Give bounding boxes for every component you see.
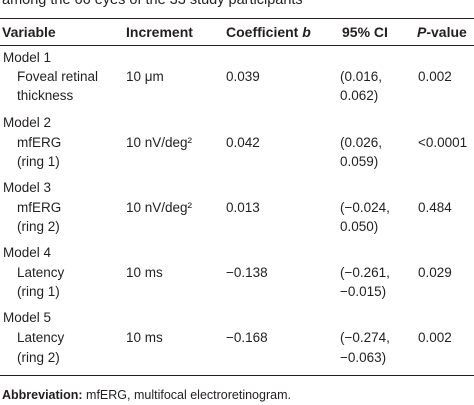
variable-line1: mfERG xyxy=(17,200,62,215)
header-coefficient-prefix: Coefficient xyxy=(226,24,303,40)
p-value-cell: 0.029 xyxy=(418,265,452,280)
p-value-cell: <0.0001 xyxy=(418,135,468,150)
ci-line2: −0.063) xyxy=(340,350,387,365)
variable-line2: thickness xyxy=(17,88,74,103)
ci-line1: (0.016, xyxy=(340,69,383,84)
ci-line1: (0.026, xyxy=(340,135,383,150)
p-value-cell: 0.002 xyxy=(418,69,452,84)
increment-cell: 10 μm xyxy=(126,69,164,84)
coefficient-cell: −0.168 xyxy=(226,330,268,345)
variable-line2: (ring 1) xyxy=(17,154,60,169)
p-value-cell: 0.002 xyxy=(418,330,452,345)
header-p-symbol: P xyxy=(417,24,427,40)
header-p-suffix: -value xyxy=(426,24,467,40)
model-label: Model 1 xyxy=(3,50,52,65)
footnote-text: mfERG, multifocal electroretinogram. xyxy=(82,388,291,402)
variable-line1: Latency xyxy=(17,265,65,280)
ci-line2: 0.050) xyxy=(340,219,379,234)
model-label: Model 5 xyxy=(3,310,52,325)
coefficient-cell: 0.013 xyxy=(226,200,260,215)
variable-line1: mfERG xyxy=(17,135,62,150)
ci-line2: 0.062) xyxy=(340,88,379,103)
ci-line2: 0.059) xyxy=(340,154,379,169)
increment-cell: 10 nV/deg² xyxy=(126,200,193,215)
coefficient-cell: 0.039 xyxy=(226,69,260,84)
header-increment: Increment xyxy=(126,24,193,40)
increment-cell: 10 ms xyxy=(126,330,163,345)
increment-cell: 10 nV/deg² xyxy=(126,135,193,150)
header-bottom-rule xyxy=(0,45,474,46)
variable-line2: (ring 2) xyxy=(17,219,60,234)
ci-line1: (−0.261, xyxy=(340,265,390,280)
table-bottom-rule xyxy=(0,375,474,377)
variable-line1: Foveal retinal xyxy=(17,69,99,84)
footnote-label: Abbreviation: xyxy=(2,388,83,402)
header-coefficient: Coefficient b xyxy=(226,22,311,42)
variable-line1: Latency xyxy=(17,330,65,345)
ci-line1: (−0.024, xyxy=(340,200,390,215)
abbreviation-footnote: Abbreviation: mfERG, multifocal electror… xyxy=(2,387,291,403)
header-variable: Variable xyxy=(2,24,56,40)
model-label: Model 2 xyxy=(3,115,52,130)
model-label: Model 3 xyxy=(3,180,52,195)
header-p-value: P-value xyxy=(417,22,467,42)
variable-line2: (ring 1) xyxy=(17,284,60,299)
increment-cell: 10 ms xyxy=(126,265,163,280)
header-top-rule xyxy=(0,18,474,20)
header-coefficient-symbol: b xyxy=(302,24,311,40)
coefficient-cell: 0.042 xyxy=(226,135,260,150)
table-caption: among the 66 eyes of the 33 study partic… xyxy=(2,0,303,8)
variable-line2: (ring 2) xyxy=(17,350,60,365)
ci-line2: −0.015) xyxy=(340,284,387,299)
ci-line1: (−0.274, xyxy=(340,330,390,345)
p-value-cell: 0.484 xyxy=(418,200,452,215)
model-label: Model 4 xyxy=(3,245,52,260)
coefficient-cell: −0.138 xyxy=(226,265,268,280)
header-ci: 95% CI xyxy=(342,24,388,40)
